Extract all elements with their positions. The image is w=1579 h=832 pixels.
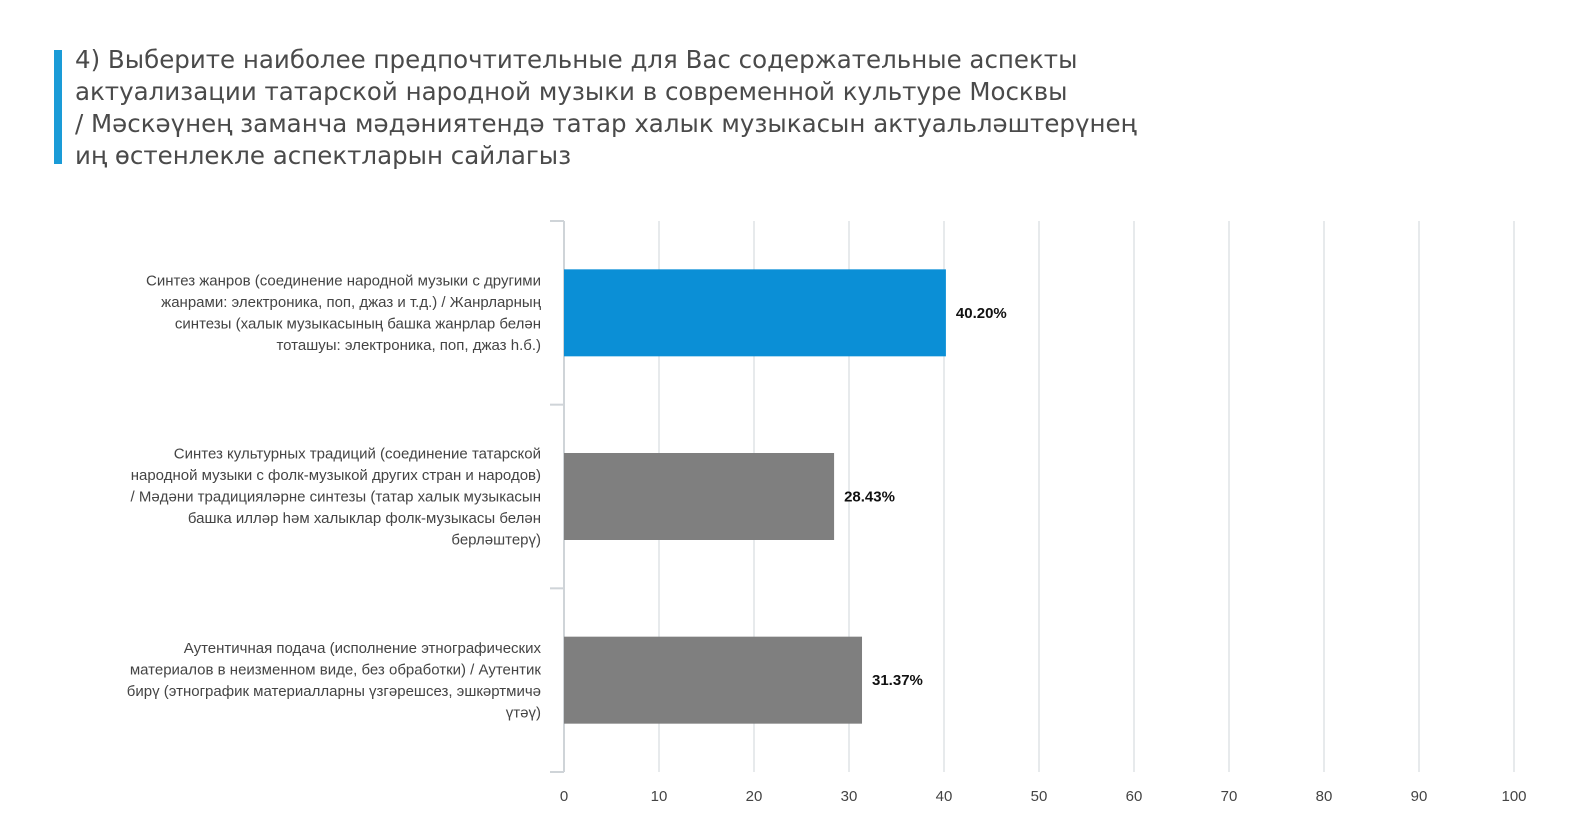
x-tick-label: 40 bbox=[936, 788, 953, 805]
category-label-line: Синтез жанров (соединение народной музык… bbox=[146, 273, 541, 290]
x-tick-label: 20 bbox=[746, 788, 763, 805]
category-label-line: башка илләр һәм халыклар фолк-музыкасы б… bbox=[188, 510, 541, 527]
x-tick-label: 0 bbox=[560, 788, 568, 805]
value-label-3: 31.37% bbox=[872, 672, 923, 689]
category-label-line: материалов в неизменном виде, без обрабо… bbox=[130, 661, 542, 678]
bars bbox=[564, 269, 946, 724]
category-label-line: синтезы (халык музыкасының башка жанрлар… bbox=[175, 316, 541, 333]
category-label-line: үтәү) bbox=[506, 704, 541, 721]
title-block: 4) Выберите наиболее предпочтительные дл… bbox=[54, 44, 1234, 172]
x-tick-label: 80 bbox=[1316, 788, 1333, 805]
category-label-3: Аутентичная подача (исполнение этнографи… bbox=[127, 640, 542, 722]
category-label-line: берләштерү) bbox=[451, 532, 541, 549]
category-label-line: Аутентичная подача (исполнение этнографи… bbox=[184, 640, 542, 657]
category-label-line: тоташуы: электроника, поп, джаз һ.б.) bbox=[276, 337, 541, 354]
category-label-line: народной музыки с фолк-музыкой других ст… bbox=[131, 467, 541, 484]
x-tick-label: 30 bbox=[841, 788, 858, 805]
category-label-line: бирү (этнографик материалларны үзгәрешсе… bbox=[127, 683, 541, 700]
bar-3 bbox=[564, 636, 863, 724]
category-label-2: Синтез культурных традиций (соединение т… bbox=[131, 446, 541, 549]
x-tick-label: 60 bbox=[1126, 788, 1143, 805]
category-label-1: Синтез жанров (соединение народной музык… bbox=[146, 273, 542, 355]
chart-title: 4) Выберите наиболее предпочтительные дл… bbox=[75, 45, 1137, 170]
x-tick-label: 10 bbox=[651, 788, 668, 805]
bar-1 bbox=[564, 269, 946, 357]
category-label-line: / Мәдәни традицияләрне синтезы (татар ха… bbox=[131, 489, 541, 506]
category-label-line: Синтез культурных традиций (соединение т… bbox=[174, 446, 541, 463]
x-tick-label: 90 bbox=[1411, 788, 1428, 805]
category-axis bbox=[550, 220, 565, 773]
x-tick-label: 100 bbox=[1501, 788, 1526, 805]
value-label-1: 40.20% bbox=[956, 305, 1007, 322]
value-label-2: 28.43% bbox=[844, 489, 895, 506]
x-tick-label: 70 bbox=[1221, 788, 1238, 805]
category-labels: Синтез жанров (соединение народной музык… bbox=[127, 273, 542, 722]
bar-2 bbox=[564, 453, 835, 540]
title-accent-bar bbox=[54, 50, 62, 164]
value-labels: 40.20% 28.43% 31.37% bbox=[844, 305, 1007, 689]
x-tick-labels: 0 10 20 30 40 50 60 70 80 90 100 bbox=[560, 788, 1527, 805]
category-label-line: жанрами: электроника, поп, джаз и т.д.) … bbox=[161, 294, 542, 311]
x-tick-label: 50 bbox=[1031, 788, 1048, 805]
